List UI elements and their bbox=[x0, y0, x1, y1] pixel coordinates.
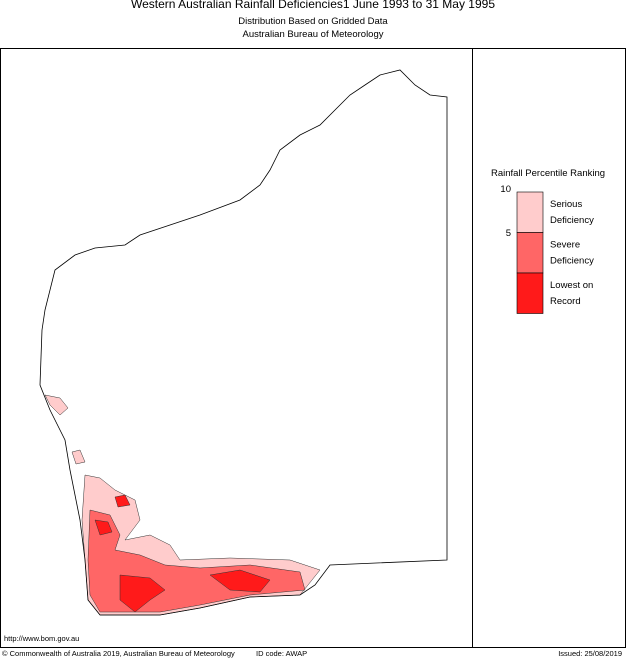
legend-frame bbox=[472, 48, 626, 648]
subtitle: Distribution Based on Gridded Data bbox=[238, 16, 388, 27]
legend-swatch bbox=[516, 272, 544, 314]
map-frame bbox=[0, 48, 473, 648]
legend-swatch bbox=[516, 191, 544, 233]
legend-tick: 5 bbox=[506, 228, 511, 239]
title: Western Australian Rainfall Deficiencies… bbox=[131, 0, 495, 11]
legend-label: Severe bbox=[550, 240, 580, 251]
deficiency-areas bbox=[44, 394, 321, 616]
legend-label: Record bbox=[550, 296, 581, 307]
coastline bbox=[39, 69, 448, 616]
issued: Issued: 25/08/2019 bbox=[558, 649, 622, 658]
source: Australian Bureau of Meteorology bbox=[243, 29, 384, 40]
legend-label: Deficiency bbox=[550, 256, 594, 267]
legend-label: Serious bbox=[550, 199, 582, 210]
legend-tick: 10 bbox=[500, 184, 511, 195]
legend-title: Rainfall Percentile Ranking bbox=[491, 168, 605, 179]
id-code: ID code: AWAP bbox=[256, 649, 307, 658]
url: http://www.bom.gov.au bbox=[4, 634, 79, 643]
legend-swatch bbox=[516, 232, 544, 274]
copyright: © Commonwealth of Australia 2019, Austra… bbox=[2, 649, 235, 658]
legend-label: Lowest on bbox=[550, 280, 593, 291]
legend-items: Serious Deficiency Severe Deficiency Lowest … bbox=[516, 191, 594, 314]
legend-label: Deficiency bbox=[550, 215, 594, 226]
